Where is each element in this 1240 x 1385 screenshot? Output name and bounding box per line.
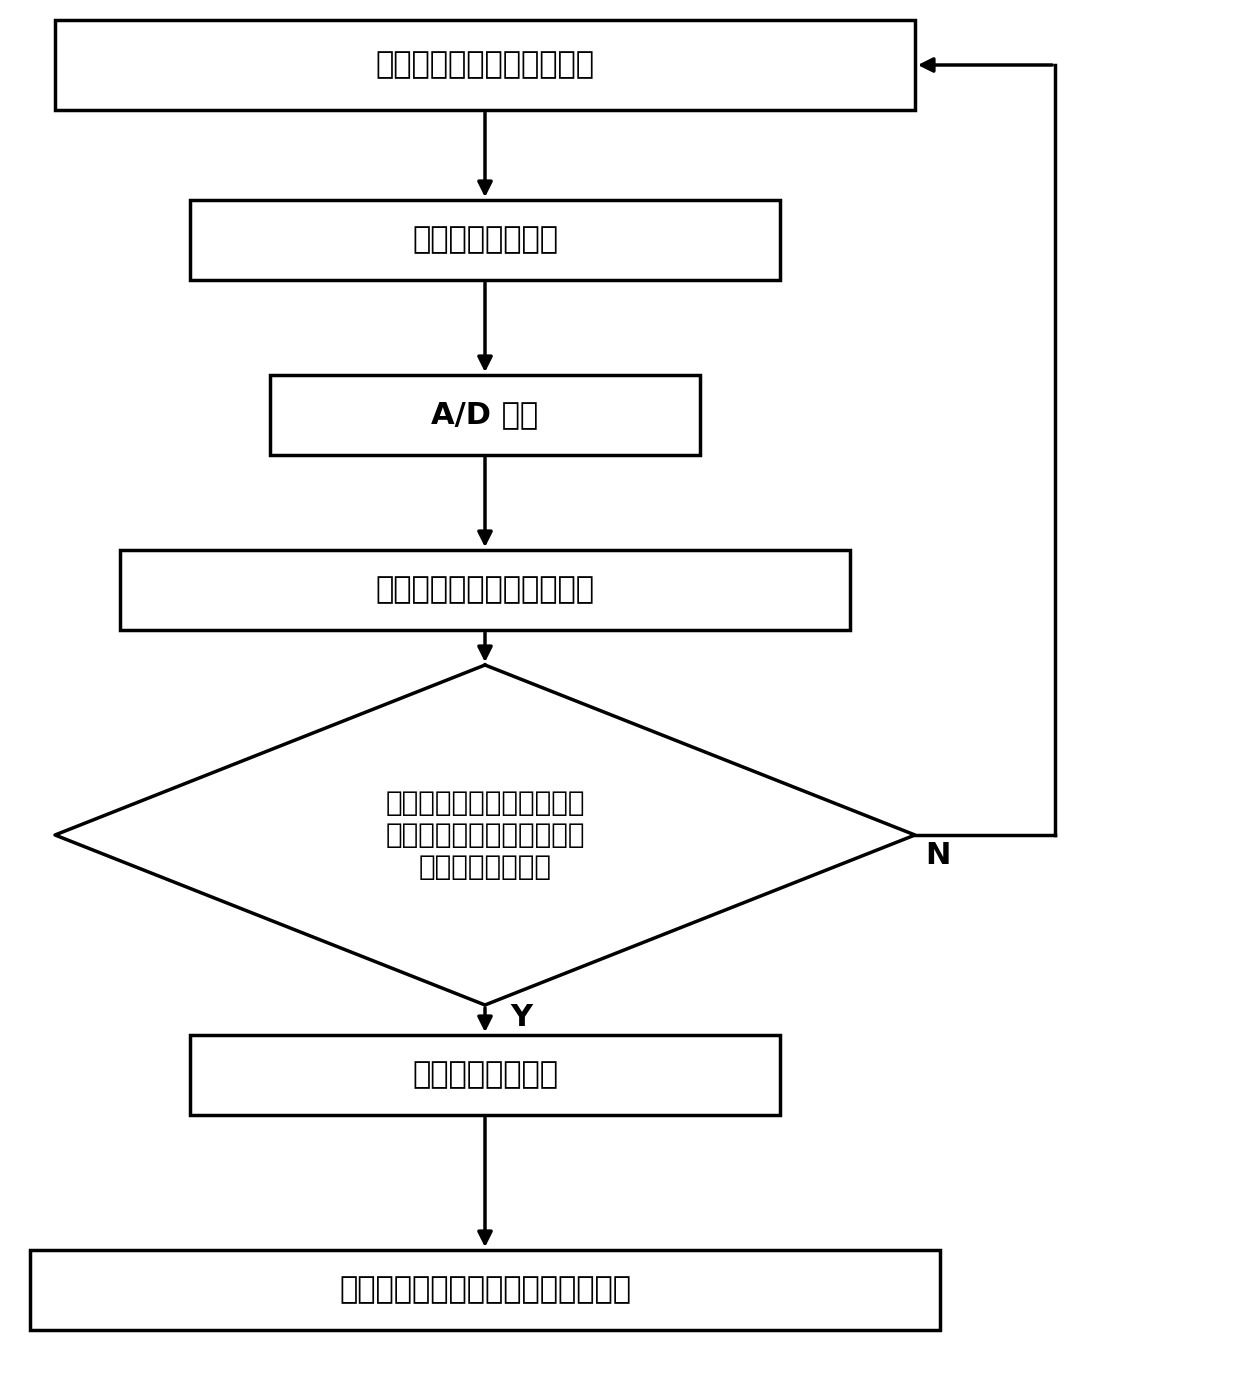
Text: 采集变频电机零序电压信号: 采集变频电机零序电压信号 (376, 50, 594, 79)
Bar (55, 19, 915, 109)
Bar (120, 550, 849, 630)
Text: 滤除高频干扰信号: 滤除高频干扰信号 (412, 226, 558, 255)
Bar (270, 375, 701, 456)
Text: 通信单元将检测信息上传至监控中心: 通信单元将检测信息上传至监控中心 (339, 1276, 631, 1305)
Bar (190, 199, 780, 280)
Text: N: N (925, 841, 950, 870)
Polygon shape (55, 665, 915, 1006)
Text: 计算零序电压信号能量程度: 计算零序电压信号能量程度 (376, 576, 594, 604)
Bar (190, 1035, 780, 1115)
Bar (30, 1251, 940, 1330)
Text: 判断零序电压信号能量程度
的二次谐波幅值是否大于二
次谐波幅值参考值: 判断零序电压信号能量程度 的二次谐波幅值是否大于二 次谐波幅值参考值 (386, 788, 585, 881)
Text: Y: Y (510, 1003, 532, 1032)
Text: 发出定子故障报警: 发出定子故障报警 (412, 1061, 558, 1090)
Text: A/D 转换: A/D 转换 (432, 400, 538, 429)
